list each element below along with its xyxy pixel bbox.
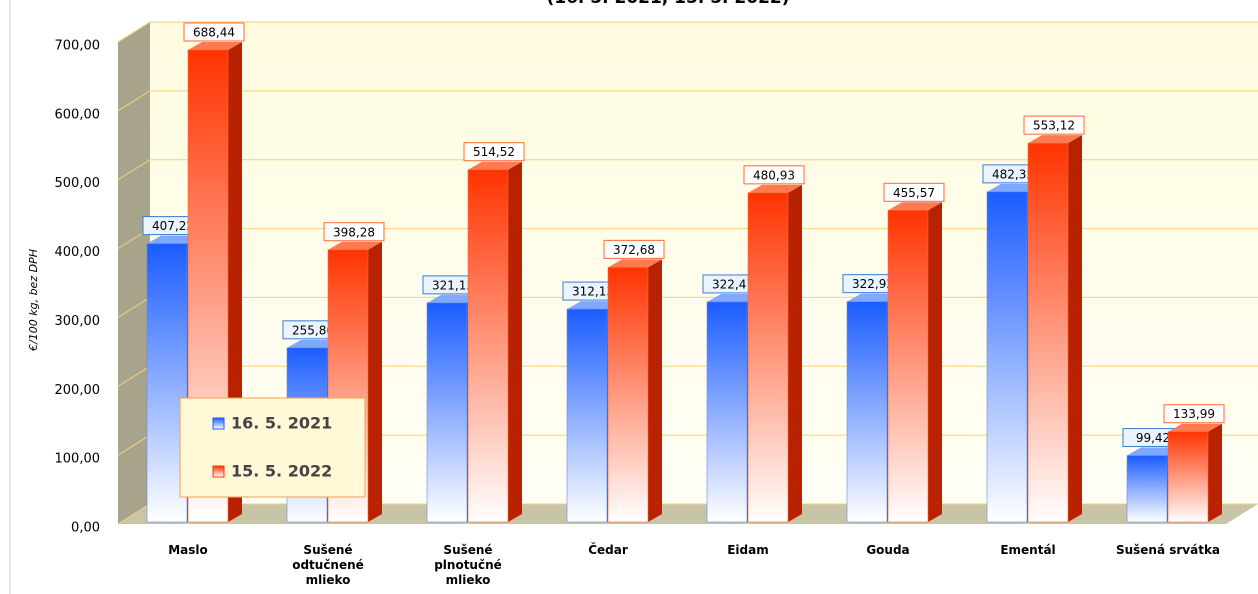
bar-top <box>608 259 662 268</box>
bar-top <box>328 241 382 250</box>
bar-front <box>607 267 649 523</box>
value-label: 99,42 <box>1136 431 1170 445</box>
value-label: 407,22 <box>152 219 194 233</box>
legend-label: 16. 5. 2021 <box>231 414 332 433</box>
value-label: 688,44 <box>193 25 235 39</box>
bar-top <box>287 339 341 348</box>
value-label-box <box>183 22 245 42</box>
bar-front <box>1027 142 1069 523</box>
bar-front <box>986 191 1028 523</box>
value-label-box <box>1163 404 1225 424</box>
y-axis-label: €/100 kg, bez DPH <box>27 249 40 352</box>
legend: 16. 5. 2021 15. 5. 2022 <box>179 397 366 498</box>
legend-swatch <box>212 417 225 430</box>
bar-front <box>467 169 509 523</box>
bar <box>1167 423 1222 523</box>
bar-top <box>468 161 522 170</box>
bar <box>747 184 802 523</box>
bar-front <box>1167 431 1209 523</box>
bar-side <box>1068 135 1082 522</box>
x-tick-label: Maslo <box>168 543 208 557</box>
bar-front <box>566 308 608 523</box>
bar-side <box>788 184 802 522</box>
chart-title: (16. 5. 2021, 15. 5. 2022) <box>546 0 789 8</box>
bar-side <box>1208 423 1222 522</box>
bar-side <box>368 241 382 522</box>
y-tick-label: 300,00 <box>55 314 101 329</box>
bar-top <box>188 41 242 50</box>
bar <box>887 202 942 523</box>
bar <box>1027 135 1082 523</box>
value-label: 312,13 <box>572 285 614 299</box>
x-tick-label: Eidam <box>727 543 769 557</box>
bar-front <box>887 210 929 523</box>
x-tick-label: Ementál <box>1000 543 1056 557</box>
value-label-box <box>463 142 525 162</box>
y-tick-label: 400,00 <box>55 245 101 260</box>
bar-top <box>427 294 481 303</box>
y-tick-label: 0,00 <box>71 521 100 536</box>
bar-top <box>707 293 761 302</box>
bar-top <box>1168 423 1222 432</box>
y-tick-label: 700,00 <box>55 39 101 54</box>
value-label: 480,93 <box>753 168 795 182</box>
bar <box>566 301 621 523</box>
value-label: 322,47 <box>712 277 754 291</box>
bar-front <box>706 301 748 523</box>
bar-top <box>888 202 942 211</box>
bar-side <box>648 259 662 522</box>
bar-side <box>928 202 942 523</box>
bar-top <box>847 293 901 302</box>
x-tick-label: Čedar <box>588 543 628 557</box>
value-label: 398,28 <box>333 225 375 239</box>
bar <box>607 259 662 523</box>
grid-line <box>117 21 1258 43</box>
value-label: 321,13 <box>432 278 474 292</box>
x-tick-label: Sušená srvátka <box>1115 543 1221 557</box>
side-wall <box>118 22 150 524</box>
grid-line <box>117 159 1258 181</box>
grid-line <box>117 90 1258 112</box>
value-label: 482,35 <box>992 167 1034 181</box>
value-label: 372,68 <box>613 243 655 257</box>
x-tick-label: Sušené plnotučné mlieko <box>434 543 502 587</box>
legend-swatch <box>212 465 225 478</box>
value-label: 553,12 <box>1033 119 1075 133</box>
value-label: 322,92 <box>852 277 894 291</box>
bar-top <box>748 184 802 193</box>
value-label-box <box>603 239 665 259</box>
legend-box <box>179 397 366 498</box>
y-tick-label: 100,00 <box>55 452 101 467</box>
legend-label: 15. 5. 2022 <box>231 462 332 481</box>
y-tick-label: 500,00 <box>55 176 101 191</box>
value-label: 255,86 <box>292 323 334 337</box>
value-label-box <box>743 165 805 185</box>
bar-top <box>987 183 1041 192</box>
bar-side <box>508 161 522 522</box>
y-tick-label: 200,00 <box>55 383 101 398</box>
floor <box>118 504 1258 524</box>
bar-top <box>147 235 201 244</box>
y-tick-label: 600,00 <box>55 107 101 122</box>
bar <box>467 161 522 523</box>
value-label-box <box>1023 115 1085 135</box>
bar-front <box>846 301 888 523</box>
value-label: 514,52 <box>473 145 515 159</box>
bar-top <box>567 301 621 310</box>
value-label-box <box>883 182 945 202</box>
bar-top <box>1028 135 1082 144</box>
bar-front <box>747 192 789 523</box>
x-tick-label: Sušené odtučnené mlieko <box>292 543 364 587</box>
value-label-box <box>323 222 385 242</box>
value-label: 455,57 <box>893 186 935 200</box>
bar-top <box>1127 447 1181 456</box>
value-label: 133,99 <box>1173 407 1215 421</box>
bar-front <box>426 302 468 523</box>
bar-front <box>1126 455 1168 523</box>
x-tick-label: Gouda <box>866 543 910 557</box>
